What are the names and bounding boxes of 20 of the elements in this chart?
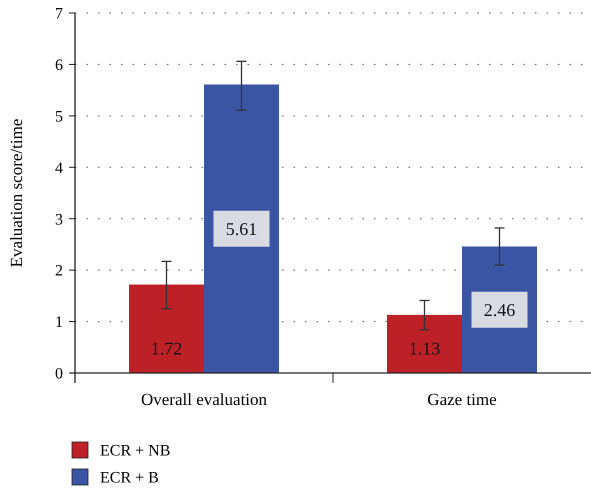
- bar: [204, 84, 279, 373]
- y-axis-title: Evaluation score/time: [7, 118, 26, 268]
- x-tick-label: Overall evaluation: [140, 390, 268, 409]
- y-tick-label: 0: [55, 366, 63, 383]
- y-tick-label: 3: [55, 211, 63, 228]
- y-tick-label: 7: [55, 6, 63, 23]
- data-label: 2.46: [484, 300, 516, 320]
- y-tick-label: 5: [55, 108, 63, 126]
- y-tick-label: 1: [55, 314, 63, 332]
- bar: [129, 284, 204, 373]
- legend-label: ECR + B: [100, 470, 159, 487]
- bar: [387, 314, 462, 373]
- y-tick-label: 2: [55, 262, 63, 280]
- data-label: 1.13: [408, 338, 440, 358]
- legend-label: ECR + NB: [100, 442, 170, 460]
- data-label: 1.72: [150, 338, 182, 358]
- y-tick-label: 6: [55, 57, 63, 74]
- x-tick-label: Gaze time: [427, 390, 497, 409]
- data-label: 5.61: [226, 219, 258, 240]
- y-tick-label: 4: [55, 160, 63, 177]
